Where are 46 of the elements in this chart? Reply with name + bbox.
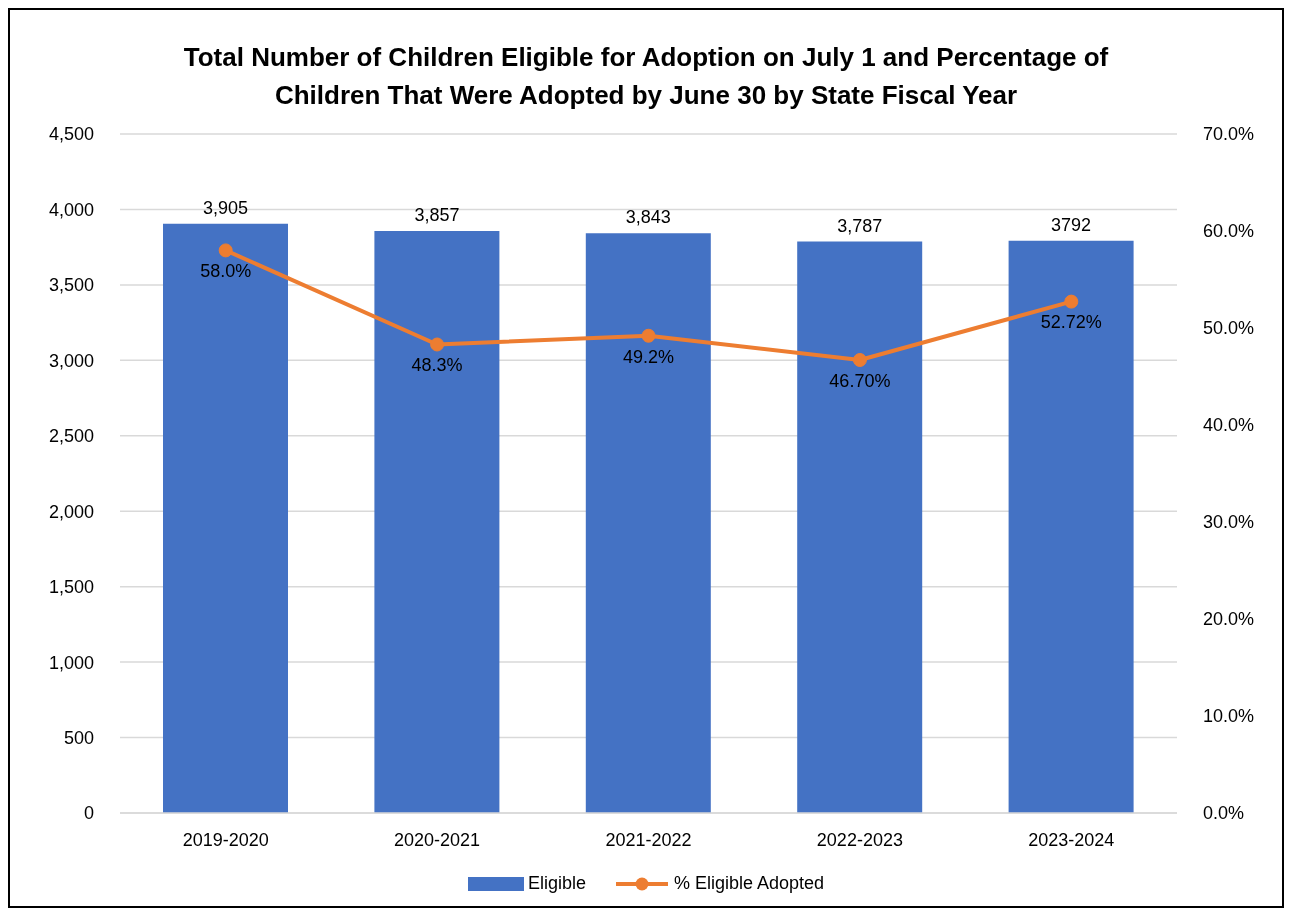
point [641, 328, 656, 343]
x-tick-label: 2023-2024 [1028, 829, 1115, 850]
x-tick-label: 2022-2023 [816, 829, 903, 850]
data-label: 52.72% [1040, 312, 1102, 333]
y-tick-label: 4,000 [48, 199, 94, 220]
data-label: 3,857 [414, 205, 460, 226]
point [430, 337, 445, 352]
y-tick-label: 1,000 [48, 652, 94, 673]
bar [1008, 240, 1134, 813]
y-tick-label: 500 [63, 727, 94, 748]
data-label: 3,787 [837, 215, 883, 236]
bar [163, 223, 288, 813]
legend-label: Eligible [527, 873, 586, 894]
point [218, 243, 233, 258]
y2-tick-label: 0.0% [1203, 803, 1245, 824]
y2-tick-label: 40.0% [1203, 415, 1255, 436]
x-tick-label: 2021-2022 [605, 829, 692, 850]
y-tick-label: 0 [83, 803, 94, 824]
x-tick-label: 2020-2021 [394, 829, 481, 850]
y-tick-label: 1,500 [48, 577, 94, 598]
y2-tick-label: 20.0% [1203, 609, 1255, 630]
bar [585, 233, 711, 813]
point [852, 353, 867, 368]
data-label: 49.2% [622, 346, 675, 367]
chart-title: Total Number of Children Eligible for Adoption on July 1 and Percentage of Children That Were Adopted by June 30 by State Fiscal Year [182, 41, 1110, 112]
y2-tick-label: 30.0% [1203, 512, 1255, 533]
data-label: 3792 [1051, 214, 1092, 235]
data-label: 58.0% [200, 261, 252, 282]
y-tick-label: 2,500 [48, 426, 94, 447]
bar [797, 241, 923, 813]
data-label: 3,905 [202, 197, 249, 218]
y-tick-label: 3,500 [48, 275, 94, 296]
y2-tick-label: 70.0% [1203, 124, 1255, 145]
data-label: 46.70% [829, 370, 891, 391]
y2-tick-label: 10.0% [1203, 706, 1255, 727]
point [1064, 294, 1079, 309]
y-tick-label: 4,500 [48, 124, 94, 145]
data-label: 48.3% [411, 355, 463, 376]
bar [374, 231, 500, 813]
y2-tick-label: 60.0% [1203, 221, 1255, 242]
x-tick-label: 2019-2020 [182, 829, 269, 850]
data-label: 3,843 [625, 207, 671, 228]
y-tick-label: 2,000 [48, 501, 94, 522]
y2-tick-label: 50.0% [1203, 318, 1255, 339]
y-tick-label: 3,000 [48, 350, 94, 371]
legend-label: % Eligible Adopted [673, 873, 825, 894]
